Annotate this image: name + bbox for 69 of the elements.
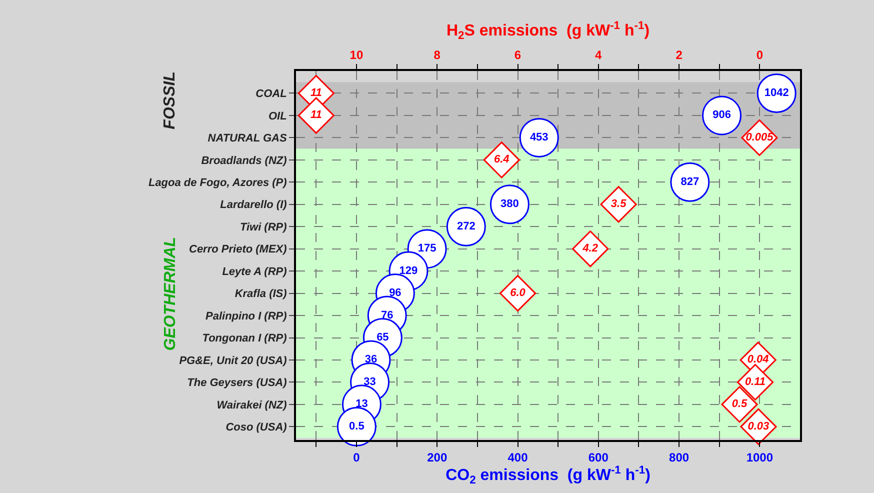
y-tick-label: OIL <box>268 110 288 122</box>
y-tick-label: Coso (USA) <box>226 422 288 434</box>
x-tick-label: 0 <box>353 450 360 464</box>
y-tick-label: Lardarello (I) <box>220 199 288 212</box>
data-label: 0.04 <box>747 354 769 366</box>
point <box>519 118 559 158</box>
y-tick-label: Cerro Prieto (MEX) <box>189 244 288 256</box>
x2-tick-label: 4 <box>595 48 602 62</box>
data-label: 6.0 <box>510 287 526 300</box>
y-tick-label: Tongonan I (RP) <box>202 332 288 345</box>
data-label: 0.005 <box>746 131 774 144</box>
x2-tick-label: 10 <box>350 48 364 62</box>
data-label: 3.5 <box>610 198 628 210</box>
data-label: 96 <box>389 287 402 300</box>
y-tick-label: Wairakei (NZ) <box>216 399 288 412</box>
data-label: 76 <box>380 309 394 322</box>
data-label: 272 <box>456 220 476 232</box>
text: GEOTHERMAL <box>162 236 180 351</box>
x-tick-label: 200 <box>427 450 448 464</box>
data-label: 1042 <box>764 86 789 99</box>
y-tick-label: COAL <box>256 88 288 100</box>
point <box>483 142 520 178</box>
point <box>702 96 742 136</box>
data-label: 827 <box>680 176 700 188</box>
y-tick-label: NATURAL GAS <box>208 132 288 145</box>
y-tick-label: Palinpino I (RP) <box>206 310 288 322</box>
data-label: 33 <box>364 376 376 388</box>
data-label: 6.4 <box>494 154 510 166</box>
point <box>446 206 486 246</box>
y-tick-label: Leyte A (RP) <box>222 266 288 278</box>
data-label: 4.2 <box>582 242 598 255</box>
point <box>298 97 334 134</box>
x2-axis-title: H$_{2}$S emissions (g kW$^{-1}$ h$^{-1}$) <box>446 20 650 42</box>
y-tick-label: Tiwi (RP) <box>240 221 288 234</box>
point <box>572 230 609 268</box>
point <box>670 162 710 202</box>
y-tick-label: Krafla (IS) <box>234 288 288 300</box>
data-label: 65 <box>376 332 389 344</box>
x2-tick-label: 8 <box>434 48 441 62</box>
text: FOSSIL <box>162 72 179 130</box>
point <box>499 274 536 312</box>
y-tick-label: Broadlands (NZ) <box>201 154 288 167</box>
data-label: 36 <box>364 354 378 366</box>
x2-tick-label: 2 <box>676 48 683 62</box>
data-label: 13 <box>356 398 368 410</box>
data-label: 0.11 <box>744 376 766 388</box>
point <box>336 406 376 446</box>
data-label: 453 <box>530 131 548 144</box>
x-tick-label: 800 <box>669 450 690 464</box>
y-tick-label: The Geysers (USA) <box>187 377 288 390</box>
data-label: 0.03 <box>748 420 770 432</box>
data-label: 129 <box>399 264 418 277</box>
data-label: 11 <box>310 86 322 99</box>
y-tick-label: PG&E, Unit 20 (USA) <box>179 354 288 367</box>
data-label: 0.5 <box>349 420 364 432</box>
data-label: 11 <box>310 109 322 122</box>
x-tick-label: 400 <box>508 450 528 464</box>
x-axis-title: CO$_{2}$ emissions (g kW$^{-1}$ h$^{-1}$) <box>446 464 650 486</box>
y-tick-label: Lagoa de Fogo, Azores (P) <box>148 176 288 189</box>
x2-tick-label: 6 <box>514 48 522 62</box>
data-label: 380 <box>500 198 519 210</box>
point <box>490 184 530 224</box>
x2-tick-label: 0 <box>756 48 764 62</box>
data-label: 0.5 <box>732 398 748 410</box>
data-label: 906 <box>712 109 731 122</box>
x-tick-label: 600 <box>588 450 609 464</box>
data-label: 175 <box>418 242 436 255</box>
x-tick-label: 1000 <box>746 450 774 464</box>
point <box>600 186 637 223</box>
